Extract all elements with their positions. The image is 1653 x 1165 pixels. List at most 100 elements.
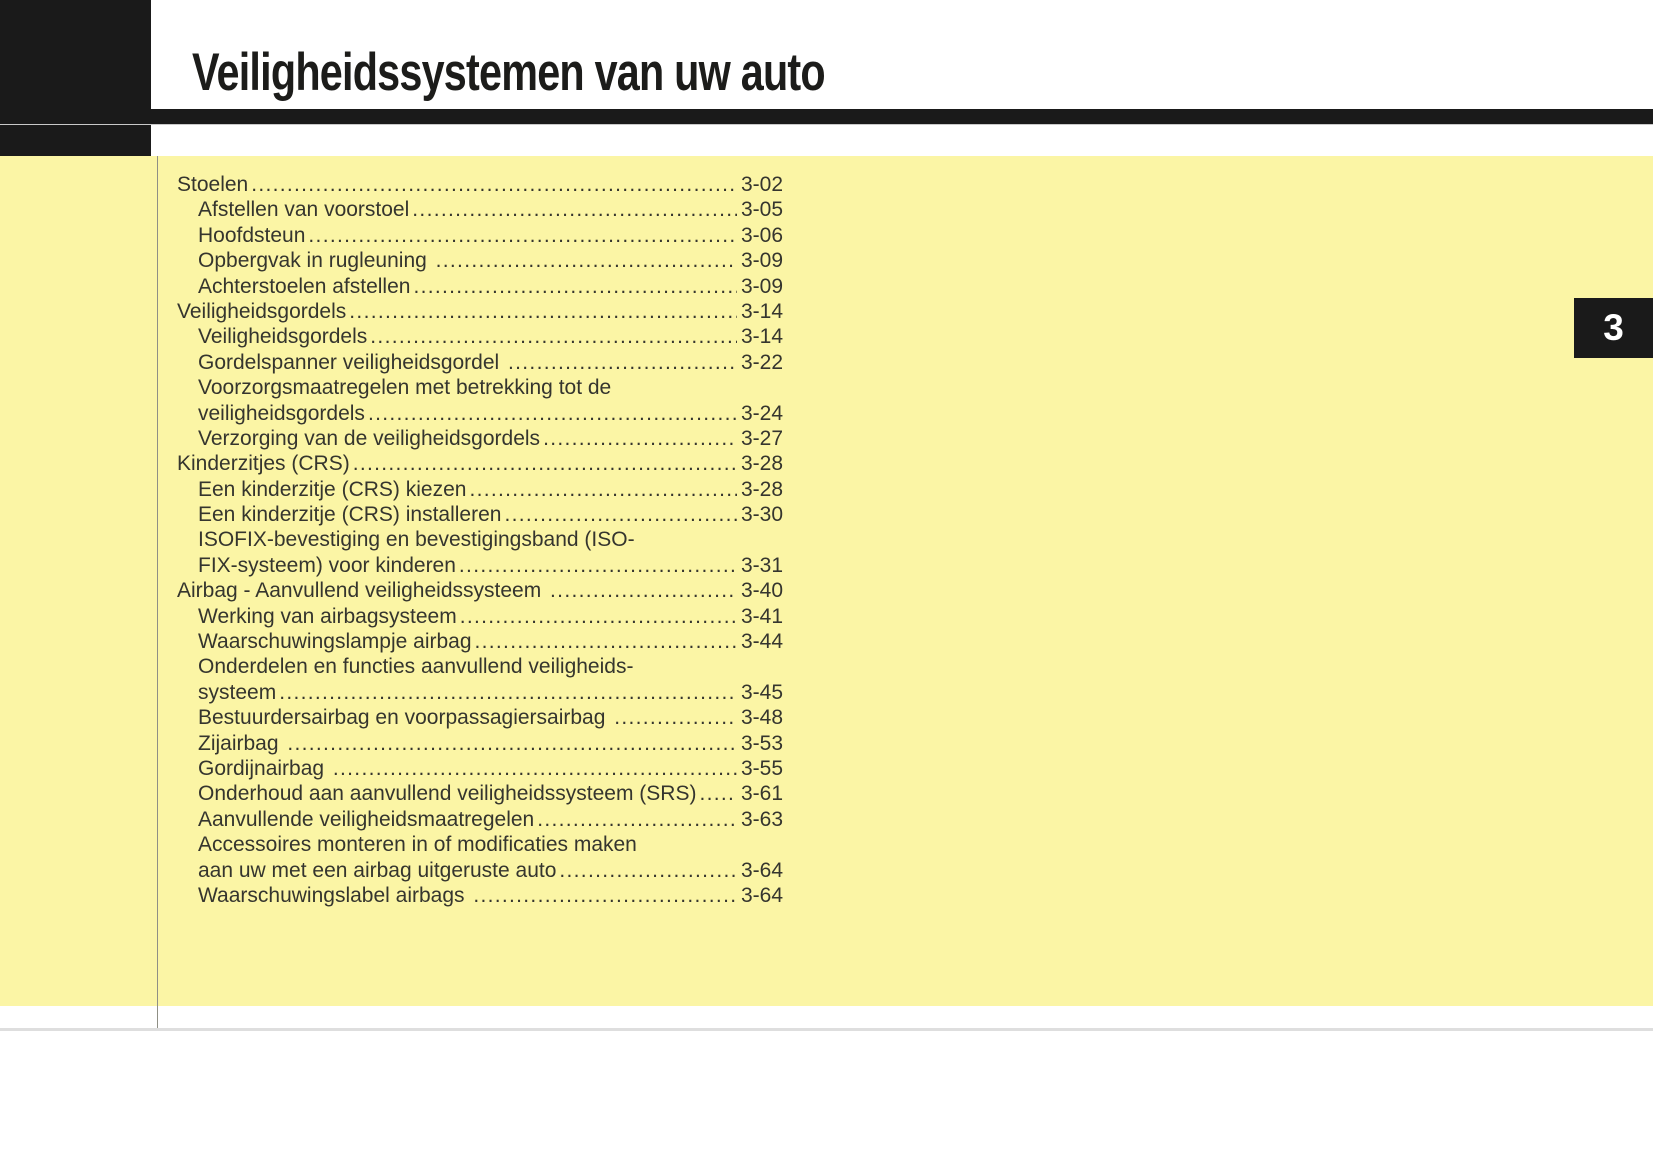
toc-entry: Onderhoud aan aanvullend veiligheidssyst… bbox=[177, 781, 783, 806]
toc-entry-label: Voorzorgsmaatregelen met betrekking tot … bbox=[198, 376, 612, 400]
toc-entry: Stoelen 3-02 bbox=[177, 172, 783, 197]
toc-entry-label: Waarschuwingslampje airbag bbox=[198, 630, 472, 654]
toc-page-number: 3-05 bbox=[740, 198, 783, 222]
toc-entry: Achterstoelen afstellen 3-09 bbox=[177, 274, 783, 299]
toc-leader-dots bbox=[251, 172, 737, 197]
toc-leader-dots bbox=[459, 553, 737, 578]
toc-leader-dots bbox=[504, 502, 737, 527]
toc-entry: Onderdelen en functies aanvullend veilig… bbox=[177, 654, 783, 679]
toc-entry: Gordijnairbag 3-55 bbox=[177, 756, 783, 781]
toc-leader-dots bbox=[412, 197, 737, 222]
toc-entry-label: FIX-systeem) voor kinderen bbox=[198, 553, 456, 577]
toc-leader-dots bbox=[368, 401, 737, 426]
toc-page-number: 3-06 bbox=[740, 223, 783, 247]
toc-leader-dots bbox=[308, 223, 737, 248]
toc-page-number: 3-24 bbox=[740, 401, 783, 425]
left-margin-rule bbox=[157, 156, 158, 1030]
toc-entry-label: Bestuurdersairbag en voorpassagiersairba… bbox=[198, 706, 612, 730]
toc-entry: Airbag - Aanvullend veiligheidssysteem 3… bbox=[177, 578, 783, 603]
toc-leader-dots bbox=[287, 731, 737, 756]
toc-entry: Werking van airbagsysteem 3-41 bbox=[177, 604, 783, 629]
toc-leader-dots bbox=[436, 248, 737, 273]
toc-entry-label: Verzorging van de veiligheidsgordels bbox=[198, 426, 541, 450]
toc-leader-dots bbox=[413, 274, 737, 299]
toc-entry: ISOFIX-bevestiging en bevestigingsband (… bbox=[177, 527, 783, 552]
toc-entry-label: Aanvullende veiligheidsmaatregelen bbox=[198, 807, 535, 831]
toc-entry-label: Achterstoelen afstellen bbox=[198, 274, 411, 298]
toc-page-number: 3-02 bbox=[740, 173, 783, 196]
toc-page-number: 3-27 bbox=[740, 426, 783, 450]
toc-entry-label: Onderdelen en functies aanvullend veilig… bbox=[198, 655, 634, 679]
toc-entry-label: veiligheidsgordels bbox=[198, 401, 365, 425]
toc-entry: FIX-systeem) voor kinderen 3-31 bbox=[177, 553, 783, 578]
chapter-tab: 3 bbox=[1574, 298, 1653, 358]
toc-leader-dots bbox=[508, 350, 737, 375]
toc-leader-dots bbox=[469, 477, 737, 502]
toc-leader-dots bbox=[333, 756, 737, 781]
toc-page-number: 3-41 bbox=[740, 604, 783, 628]
toc-entry: Voorzorgsmaatregelen met betrekking tot … bbox=[177, 375, 783, 400]
toc-page-number: 3-45 bbox=[740, 680, 783, 704]
toc-leader-dots bbox=[460, 604, 737, 629]
toc-entry: Waarschuwingslampje airbag 3-44 bbox=[177, 629, 783, 654]
toc-entry: Gordelspanner veiligheidsgordel 3-22 bbox=[177, 350, 783, 375]
toc-page-number: 3-64 bbox=[740, 858, 783, 882]
toc-entry-label: Gordijnairbag bbox=[198, 756, 330, 780]
content-area bbox=[0, 156, 1653, 1006]
chapter-corner-block bbox=[0, 0, 151, 156]
header-rule bbox=[0, 109, 1653, 125]
toc-page-number: 3-64 bbox=[740, 883, 783, 907]
toc-page-number: 3-28 bbox=[740, 452, 783, 476]
toc-leader-dots bbox=[370, 324, 737, 349]
toc-leader-dots bbox=[537, 807, 737, 832]
toc-entry: Opbergvak in rugleuning 3-09 bbox=[177, 248, 783, 273]
toc-entry-label: ISOFIX-bevestiging en bevestigingsband (… bbox=[198, 528, 635, 552]
toc-entry-label: Werking van airbagsysteem bbox=[198, 604, 457, 628]
toc-entry-label: Waarschuwingslabel airbags bbox=[198, 883, 471, 907]
toc-leader-dots bbox=[473, 883, 737, 908]
toc-entry-label: Een kinderzitje (CRS) kiezen bbox=[198, 477, 467, 501]
toc-entry: Bestuurdersairbag en voorpassagiersairba… bbox=[177, 705, 783, 730]
toc-page-number: 3-14 bbox=[740, 325, 783, 349]
toc-page-number: 3-14 bbox=[740, 299, 783, 323]
toc-entry: Aanvullende veiligheidsmaatregelen 3-63 bbox=[177, 807, 783, 832]
toc-entry-label: Kinderzitjes (CRS) bbox=[177, 452, 350, 476]
toc-page-number: 3-28 bbox=[740, 477, 783, 501]
toc-leader-dots bbox=[543, 426, 737, 451]
toc-entry: Een kinderzitje (CRS) kiezen 3-28 bbox=[177, 477, 783, 502]
toc-entry-label: Hoofdsteun bbox=[198, 223, 306, 247]
toc-entry-label: Zijairbag bbox=[198, 731, 285, 755]
toc-entry-label: Accessoires monteren in of modificaties … bbox=[198, 833, 637, 857]
toc-entry: Veiligheidsgordels 3-14 bbox=[177, 324, 783, 349]
toc-entry-label: Een kinderzitje (CRS) installeren bbox=[198, 503, 502, 527]
toc-entry-label: Onderhoud aan aanvullend veiligheidssyst… bbox=[198, 782, 697, 806]
toc-leader-dots bbox=[353, 451, 737, 476]
page-title: Veiligheidssystemen van uw auto bbox=[192, 43, 826, 102]
toc-entry: Afstellen van voorstoel 3-05 bbox=[177, 197, 783, 222]
toc-entry: Waarschuwingslabel airbags 3-64 bbox=[177, 883, 783, 908]
toc-page-number: 3-40 bbox=[740, 579, 783, 603]
toc-page-number: 3-30 bbox=[740, 503, 783, 527]
toc-page-number: 3-22 bbox=[740, 350, 783, 374]
toc-entry: Accessoires monteren in of modificaties … bbox=[177, 832, 783, 857]
toc-page-number: 3-31 bbox=[740, 553, 783, 577]
toc-page-number: 3-53 bbox=[740, 731, 783, 755]
toc-entry: systeem 3-45 bbox=[177, 680, 783, 705]
toc-leader-dots bbox=[550, 578, 737, 603]
toc-entry-label: Opbergvak in rugleuning bbox=[198, 249, 433, 273]
chapter-tab-number: 3 bbox=[1603, 307, 1624, 348]
toc-leader-dots bbox=[614, 705, 737, 730]
toc-leader-dots bbox=[699, 781, 737, 806]
toc-entry: Veiligheidsgordels 3-14 bbox=[177, 299, 783, 324]
toc-page-number: 3-48 bbox=[740, 706, 783, 730]
toc-entry-label: systeem bbox=[198, 680, 277, 704]
toc-entry-label: Veiligheidsgordels bbox=[177, 299, 347, 323]
toc-page-number: 3-09 bbox=[740, 249, 783, 273]
toc-entry-label: Veiligheidsgordels bbox=[198, 325, 368, 349]
toc-entry: aan uw met een airbag uitgeruste auto 3-… bbox=[177, 858, 783, 883]
toc-page-number: 3-55 bbox=[740, 756, 783, 780]
toc-entry: Verzorging van de veiligheidsgordels 3-2… bbox=[177, 426, 783, 451]
toc-leader-dots bbox=[279, 680, 737, 705]
toc-page-number: 3-61 bbox=[740, 782, 783, 806]
